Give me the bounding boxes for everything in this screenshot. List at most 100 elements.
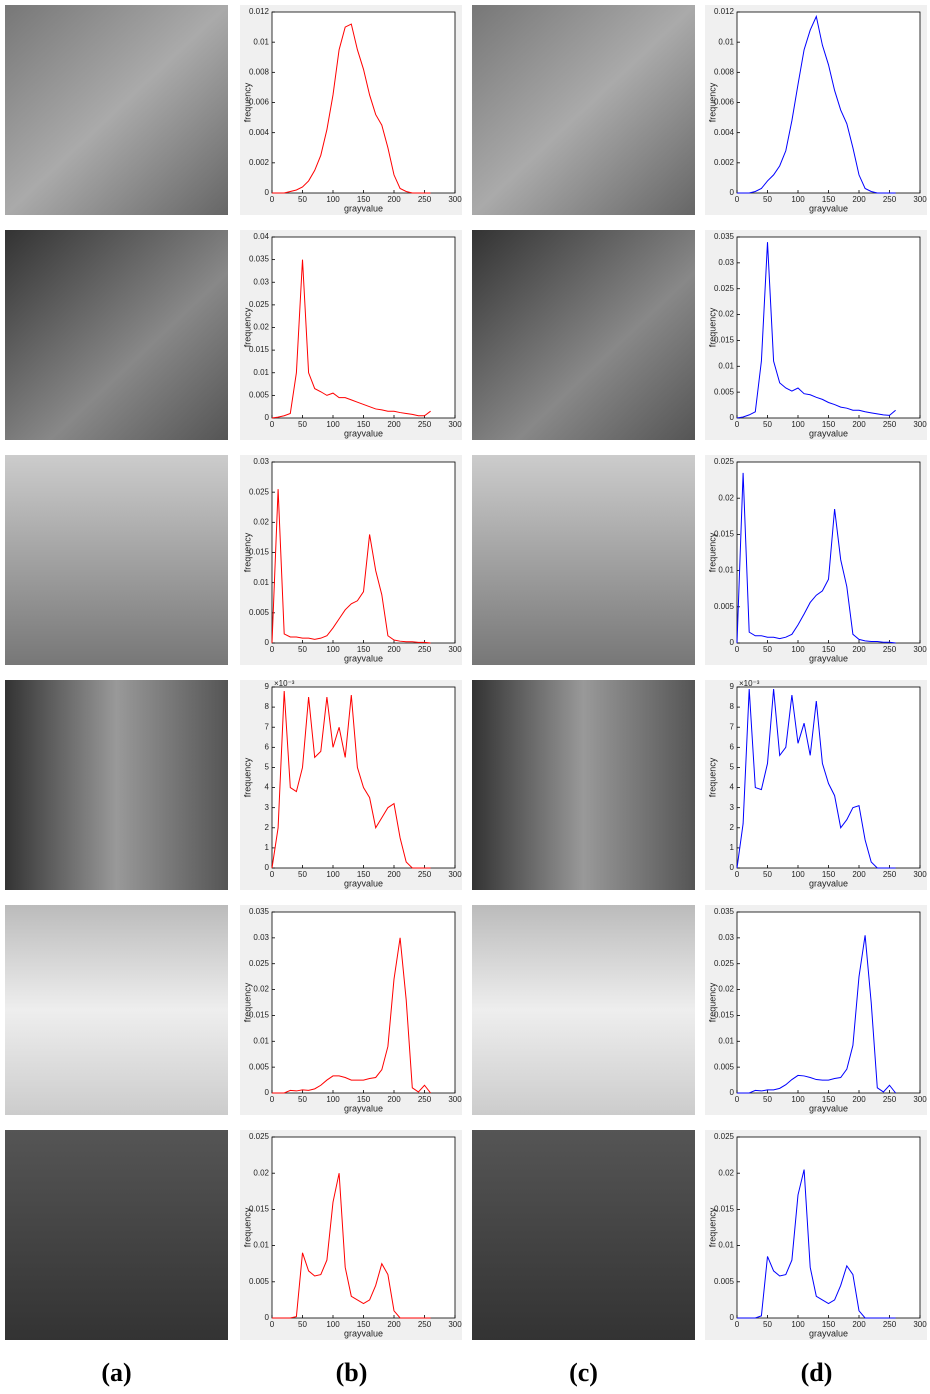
plot-area [736, 236, 921, 419]
x-tick-label: 200 [852, 645, 866, 654]
y-tick-label: 0.005 [249, 1277, 270, 1286]
x-tick-label: 150 [357, 1320, 371, 1329]
y-tick-label: 0 [730, 188, 735, 197]
histogram-line [736, 688, 896, 869]
y-tick-label: 0.03 [253, 457, 269, 466]
y-tick-label: 0.035 [714, 232, 735, 241]
y-tick-label: 0.006 [249, 98, 270, 107]
y-tick-label: 0.01 [718, 361, 734, 370]
plot-area [271, 236, 456, 419]
x-tick-label: 0 [270, 1320, 275, 1329]
y-tick-label: 0.04 [253, 232, 269, 241]
y-tick-label: 0.02 [253, 1168, 269, 1177]
x-tick-label: 0 [735, 1320, 740, 1329]
y-tick-label: 0.025 [249, 1132, 270, 1141]
photo [5, 680, 228, 890]
photo [472, 230, 695, 440]
x-tick-label: 100 [791, 645, 805, 654]
x-tick-label: 100 [791, 1320, 805, 1329]
x-tick-label: 250 [883, 1095, 897, 1104]
y-tick-label: 0.005 [249, 390, 270, 399]
y-tick-label: 0.02 [718, 1168, 734, 1177]
x-tick-label: 100 [326, 1320, 340, 1329]
x-tick-label: 150 [822, 645, 836, 654]
histogram-line [737, 1169, 896, 1319]
x-tick-label: 150 [822, 1095, 836, 1104]
photo [472, 680, 695, 890]
y-tick-label: 0.02 [718, 985, 734, 994]
y-tick-label: 0.008 [714, 67, 735, 76]
panel-label: (d) [801, 1358, 833, 1387]
x-tick-label: 200 [852, 1095, 866, 1104]
x-tick-label: 300 [448, 1095, 462, 1104]
x-tick-label: 100 [326, 195, 340, 204]
y-tick-label: 0.025 [249, 300, 270, 309]
y-tick-label: 0.005 [714, 1062, 735, 1071]
y-tick-label: 9 [265, 682, 270, 691]
x-tick-label: 100 [326, 645, 340, 654]
y-axis-label: frequency [242, 757, 252, 797]
y-axis-label: frequency [242, 982, 252, 1022]
y-axis-label: frequency [242, 82, 252, 122]
x-tick-label: 300 [913, 1095, 927, 1104]
x-tick-label: 250 [883, 1320, 897, 1329]
y-multiplier: ×10⁻³ [739, 679, 760, 688]
x-tick-label: 50 [298, 870, 307, 879]
photo [5, 905, 228, 1115]
x-tick-label: 150 [357, 195, 371, 204]
histogram-line [272, 937, 431, 1094]
x-tick-label: 200 [852, 420, 866, 429]
y-tick-label: 0.005 [714, 1277, 735, 1286]
y-tick-label: 0.03 [253, 933, 269, 942]
x-axis-label: grayvalue [809, 653, 848, 663]
x-tick-label: 200 [387, 870, 401, 879]
y-tick-label: 0.02 [253, 985, 269, 994]
y-tick-label: 4 [265, 783, 270, 792]
histogram-line [272, 1173, 431, 1319]
x-tick-label: 300 [448, 195, 462, 204]
x-tick-label: 300 [448, 870, 462, 879]
x-axis-label: grayvalue [809, 203, 848, 213]
histogram-line [271, 259, 431, 419]
y-tick-label: 0.005 [714, 602, 735, 611]
x-tick-label: 50 [763, 420, 772, 429]
y-axis-label: frequency [242, 307, 252, 347]
x-tick-label: 0 [735, 870, 740, 879]
photo [5, 5, 228, 215]
x-tick-label: 150 [822, 420, 836, 429]
x-tick-label: 250 [883, 645, 897, 654]
x-tick-label: 50 [763, 1320, 772, 1329]
x-tick-label: 50 [298, 420, 307, 429]
x-axis-label: grayvalue [809, 1328, 848, 1338]
histogram-line [271, 690, 431, 869]
x-tick-label: 50 [298, 1095, 307, 1104]
y-tick-label: 0.015 [249, 345, 270, 354]
x-axis-label: grayvalue [809, 878, 848, 888]
y-tick-label: 0.025 [714, 1132, 735, 1141]
x-tick-label: 300 [448, 1320, 462, 1329]
y-tick-label: 0.012 [249, 7, 270, 16]
histogram-line [736, 472, 896, 644]
y-tick-label: 5 [730, 763, 735, 772]
y-tick-label: 0.015 [714, 336, 735, 345]
panel-label: (c) [569, 1358, 598, 1387]
photo [472, 5, 695, 215]
x-tick-label: 200 [852, 870, 866, 879]
y-multiplier: ×10⁻³ [274, 679, 295, 688]
histogram-line [272, 23, 431, 194]
x-tick-label: 150 [357, 645, 371, 654]
x-tick-label: 0 [735, 645, 740, 654]
y-axis-label: frequency [707, 307, 717, 347]
panel-label: (b) [336, 1358, 368, 1387]
photo [5, 1130, 228, 1340]
y-tick-label: 0.035 [249, 255, 270, 264]
x-tick-label: 50 [298, 645, 307, 654]
x-tick-label: 100 [326, 1095, 340, 1104]
photo [5, 455, 228, 665]
x-tick-label: 200 [387, 1095, 401, 1104]
y-tick-label: 0 [730, 863, 735, 872]
y-tick-label: 3 [730, 803, 735, 812]
y-tick-label: 0.01 [253, 368, 269, 377]
y-tick-label: 0.01 [253, 37, 269, 46]
y-tick-label: 0 [730, 1313, 735, 1322]
